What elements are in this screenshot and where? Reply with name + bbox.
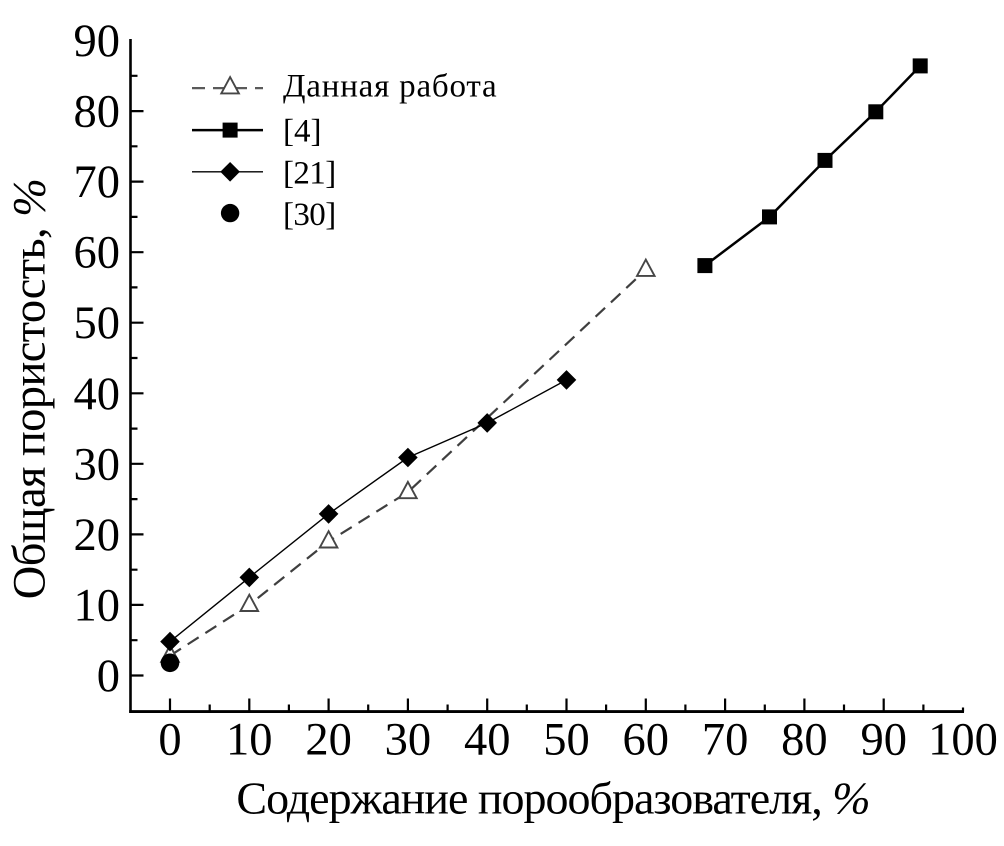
svg-text:90: 90 — [860, 715, 907, 766]
svg-text:80: 80 — [74, 87, 121, 138]
svg-text:70: 70 — [74, 157, 121, 208]
svg-text:40: 40 — [464, 715, 511, 766]
svg-text:Данная работа: Данная работа — [283, 68, 497, 104]
svg-text:100: 100 — [928, 715, 998, 766]
svg-text:0: 0 — [158, 715, 181, 766]
svg-text:60: 60 — [74, 228, 121, 279]
svg-text:10: 10 — [226, 715, 273, 766]
svg-text:80: 80 — [781, 715, 828, 766]
svg-text:Содержание порообразователя, %: Содержание порообразователя, % — [236, 773, 869, 824]
svg-text:50: 50 — [74, 298, 121, 349]
svg-text:[4]: [4] — [283, 114, 321, 150]
svg-text:Общая пористость, %: Общая пористость, % — [5, 179, 56, 599]
svg-text:30: 30 — [385, 715, 432, 766]
svg-text:60: 60 — [623, 715, 670, 766]
svg-text:[21]: [21] — [283, 155, 336, 191]
svg-text:[30]: [30] — [283, 197, 336, 233]
svg-text:40: 40 — [74, 369, 121, 420]
svg-text:20: 20 — [305, 715, 352, 766]
svg-text:70: 70 — [702, 715, 749, 766]
svg-text:30: 30 — [74, 439, 121, 490]
svg-text:0: 0 — [97, 651, 120, 702]
svg-text:50: 50 — [543, 715, 590, 766]
svg-text:10: 10 — [74, 580, 121, 631]
svg-text:20: 20 — [74, 510, 121, 561]
svg-text:90: 90 — [74, 16, 121, 67]
